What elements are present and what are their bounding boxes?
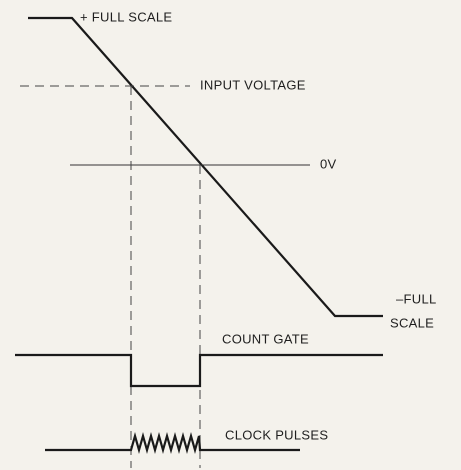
negative-scale-label: SCALE (390, 315, 434, 330)
clock-pulses-label: CLOCK PULSES (225, 427, 328, 442)
input-voltage-label: INPUT VOLTAGE (200, 77, 306, 92)
count-gate-waveform (15, 353, 383, 388)
zero-volts-label: 0V (320, 156, 337, 171)
count-gate-label: COUNT GATE (222, 331, 309, 346)
clock-pulses-waveform (45, 431, 300, 455)
negative-full-label: –FULL (396, 291, 437, 306)
ramp-waveform (28, 16, 383, 318)
positive-full-scale-label: + FULL SCALE (80, 9, 172, 24)
